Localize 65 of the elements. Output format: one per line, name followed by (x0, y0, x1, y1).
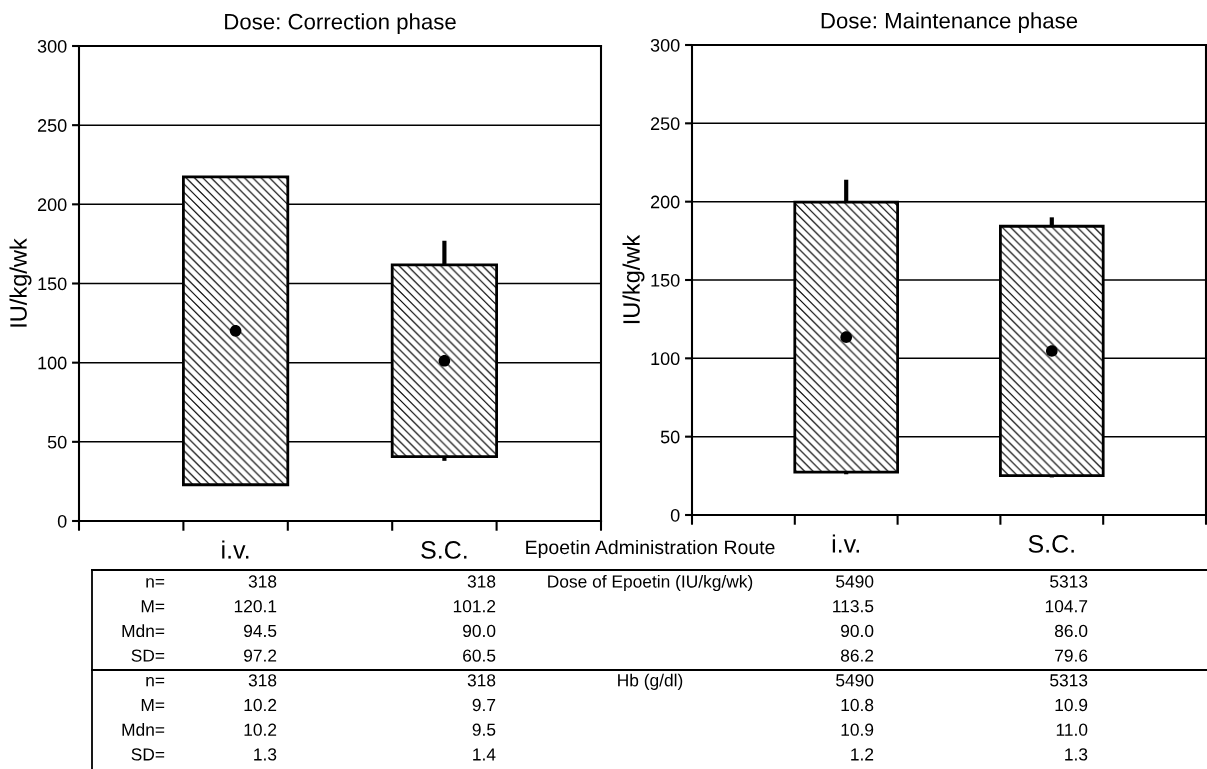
text: 90.0 (841, 624, 874, 638)
y-tick-label: 300 (37, 39, 67, 53)
y-tick-label: 0 (670, 508, 680, 522)
text: 79.6 (1055, 649, 1088, 662)
y-tick-label: 100 (38, 356, 67, 370)
text: 5313 (1050, 674, 1088, 687)
y-tick-label: 0 (57, 514, 67, 528)
y-tick-label: 300 (650, 38, 680, 52)
text: 10.8 (841, 698, 874, 712)
text: 318 (467, 674, 496, 687)
text: 1.3 (254, 748, 277, 761)
text: 318 (248, 575, 277, 588)
text: SD= (131, 748, 165, 761)
text: 5313 (1050, 575, 1088, 588)
text: Epoetin Administration Route (526, 539, 775, 559)
text: 5490 (836, 674, 874, 687)
text: 9.7 (472, 698, 496, 712)
text: 94.5 (244, 624, 277, 638)
chart-title: Dose: Correction phase (225, 13, 456, 34)
text: 318 (248, 674, 277, 687)
text: 90.0 (463, 624, 496, 638)
text: 101.2 (453, 600, 496, 613)
text: 10.2 (244, 698, 277, 712)
text: 86.2 (840, 649, 874, 662)
text: 9.5 (472, 723, 496, 736)
x-tick-label: i.v. (222, 540, 249, 559)
text: 104.7 (1045, 600, 1088, 613)
text: M= (141, 600, 165, 613)
y-tick-label: 50 (660, 430, 680, 444)
text: Mdn= (122, 624, 165, 638)
y-tick-label: 250 (37, 119, 67, 132)
text: 10.9 (841, 723, 874, 736)
y-tick-label: 50 (47, 435, 67, 449)
text: 86.0 (1054, 624, 1088, 638)
text: n= (146, 578, 165, 588)
text: SD= (131, 649, 165, 662)
text: 1.4 (473, 748, 496, 761)
y-tick-label: 100 (651, 352, 680, 366)
y-tick-label: 250 (650, 117, 680, 131)
y-tick-label: 150 (38, 277, 67, 291)
text: 10.9 (1055, 698, 1088, 712)
text: Dose of Epoetin (IU/kg/wk) (548, 574, 753, 592)
text: n= (146, 676, 165, 687)
y-tick-label: 200 (650, 195, 680, 209)
x-tick-label: S.C. (1028, 535, 1074, 553)
text: 97.2 (244, 649, 277, 662)
text: 1.3 (1065, 748, 1088, 761)
y-tick-label: 200 (37, 198, 67, 212)
text: 10.2 (244, 723, 277, 736)
text: Mdn= (122, 723, 165, 736)
text: 120.1 (234, 600, 277, 613)
chart-title: Dose: Maintenance phase (821, 12, 1078, 33)
text: 5490 (836, 575, 874, 588)
text: 113.5 (833, 600, 874, 613)
text: 11.0 (1056, 723, 1088, 736)
text: 1.2 (851, 748, 874, 761)
x-tick-label: S.C. (421, 541, 467, 559)
y-axis-title: IU/kg/wk (9, 238, 32, 327)
text: M= (141, 699, 165, 711)
y-axis-title: IU/kg/wk (622, 234, 645, 324)
text: 60.5 (463, 649, 496, 662)
text: Hb (g/dl) (618, 673, 683, 690)
text: 318 (467, 575, 496, 588)
x-tick-label: i.v. (832, 534, 859, 553)
y-tick-label: 150 (651, 273, 680, 287)
